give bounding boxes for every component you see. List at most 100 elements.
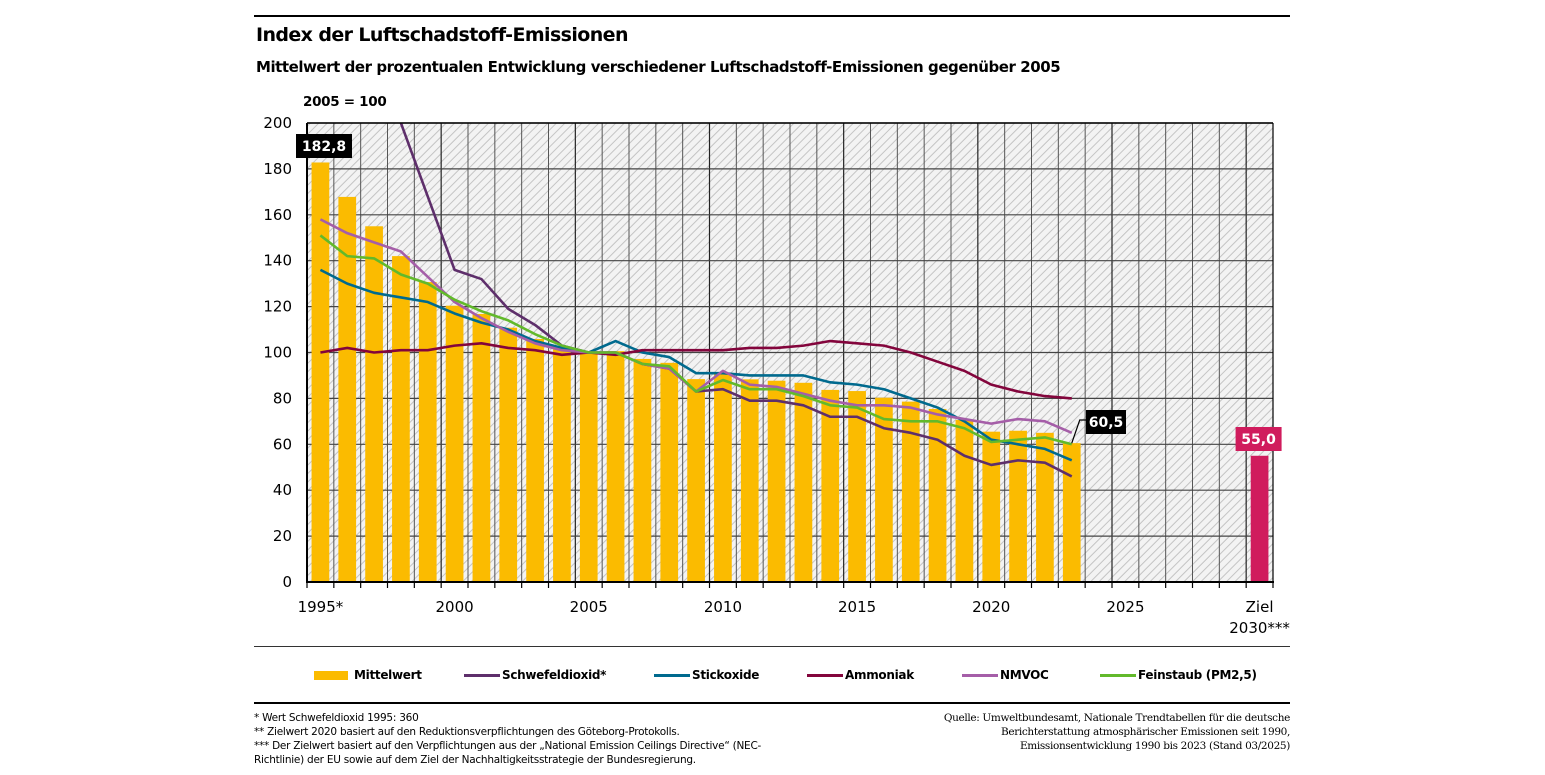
bar-mittelwert-2021 — [1009, 430, 1027, 582]
legend-bottom-rule — [254, 702, 1290, 704]
top-rule — [254, 15, 1290, 17]
annotations: 182,8 60,5 55,0 — [296, 134, 1282, 451]
annotation-box-target — [1235, 427, 1282, 451]
y-tick-label: 160 — [263, 206, 292, 224]
bar-mittelwert-2011 — [740, 379, 759, 582]
chart-title: Index der Luftschadstoff-Emissionen — [256, 24, 628, 46]
source-line-3: Emissionsentwicklung 1990 bis 2023 (Stan… — [1019, 740, 1290, 752]
footnote-3-cont: Richtlinie) der EU sowie auf dem Ziel de… — [254, 754, 696, 766]
line-feinstaub-pm2-5 — [319, 234, 1073, 446]
bar-mittelwert-2004 — [553, 347, 571, 582]
y-tick-label: 180 — [263, 160, 292, 178]
annotation-leader-line — [1071, 419, 1086, 444]
bar-mittelwert-2001 — [472, 313, 491, 582]
bar-mittelwert-2015 — [848, 391, 866, 582]
legend-label: Mittelwert — [354, 668, 422, 682]
y-tick-label: 140 — [263, 252, 292, 270]
legend-item-feinstaub: Feinstaub (PM2,5) — [1100, 668, 1257, 682]
legend-swatch-nmvoc — [962, 673, 998, 677]
line-ammoniak — [320, 339, 1072, 400]
bar-mittelwert-1996 — [338, 196, 357, 583]
x-tick-label: 2000 — [435, 598, 473, 616]
y-tick-label: 200 — [263, 114, 292, 132]
bar-mittelwert-2018 — [928, 408, 947, 582]
x-tick-label-line2: 2030*** — [1229, 619, 1290, 637]
footnote-1: * Wert Schwefeldioxid 1995: 360 — [254, 712, 419, 724]
footnotes: * Wert Schwefeldioxid 1995: 360 ** Zielw… — [254, 711, 761, 767]
x-tick-label: 2005 — [570, 598, 608, 616]
legend-swatch-schwefeldioxid — [464, 673, 500, 677]
bar-mittelwert-2022 — [1036, 432, 1054, 582]
legend-label: Feinstaub (PM2,5) — [1138, 668, 1257, 682]
x-tick-label: 2020 — [972, 598, 1010, 616]
legend-label: Stickoxide — [692, 668, 760, 682]
source-line-2: Berichterstattung atmosphärischer Emissi… — [1000, 726, 1290, 738]
grid-lines — [307, 122, 1273, 582]
legend-item-stickoxide: Stickoxide — [654, 668, 759, 682]
line-stickoxide — [319, 268, 1073, 462]
legend-label: Ammoniak — [845, 668, 914, 682]
annotation-box — [296, 134, 352, 158]
y-tick-label: 100 — [263, 344, 292, 362]
bar-mittelwert-1997 — [365, 226, 383, 582]
bar-mittelwert-2008 — [660, 362, 679, 582]
annotation-label: 55,0 — [1241, 432, 1276, 448]
bar-mittelwert-2014 — [821, 389, 840, 582]
annotation-label: 60,5 — [1089, 415, 1124, 431]
y-tick-label: 60 — [273, 435, 292, 453]
bar-mittelwert-2000 — [445, 305, 464, 582]
legend-item-nmvoc: NMVOC — [962, 668, 1049, 682]
x-tick-label: 2025 — [1106, 598, 1144, 616]
series-lines — [319, 123, 1073, 478]
legend: Mittelwert Schwefeldioxid* Stickoxide Am… — [254, 668, 1290, 688]
legend-swatch-stickoxide — [654, 673, 690, 677]
bar-mittelwert-2013 — [794, 382, 813, 582]
bar-mittelwert-1998 — [392, 256, 410, 582]
bar-mittelwert-2002 — [499, 327, 518, 582]
bar-mittelwert-2019 — [955, 419, 974, 582]
y-tick-label: 20 — [273, 527, 292, 545]
legend-swatch-mittelwert — [314, 670, 348, 680]
bar-mittelwert-1999 — [418, 282, 437, 582]
legend-swatch-ammoniak — [807, 673, 843, 677]
footnote-2: ** Zielwert 2020 basiert auf den Redukti… — [254, 726, 680, 738]
bar-mittelwert-2020 — [982, 431, 1001, 582]
bar-mittelwert-2007 — [633, 358, 652, 582]
source-note: Quelle: Umweltbundesamt, Nationale Trend… — [943, 711, 1291, 753]
bar-mittelwert-2023 — [1062, 443, 1081, 582]
y-tick-label: 40 — [273, 481, 292, 499]
source-line-1: Quelle: Umweltbundesamt, Nationale Trend… — [943, 712, 1291, 724]
legend-label: NMVOC — [1000, 668, 1049, 682]
bar-mittelwert-2010 — [714, 373, 732, 582]
bar-target-2030 — [1250, 455, 1269, 582]
y-tick-label: 120 — [263, 298, 292, 316]
chart-svg: 0 20 40 60 80 100 120 140 160 180 200 1995* 2000 200… — [263, 114, 1291, 637]
x-tick-labels: 1995* 2000 2005 2010 2015 2020 2025 Ziel 2030*** — [298, 598, 1291, 637]
y-tick-label: 0 — [282, 573, 292, 591]
bar-mittelwert-1995 — [311, 162, 330, 582]
y-tick-label: 80 — [273, 389, 292, 407]
bar-mittelwert-2012 — [767, 380, 786, 582]
legend-top-rule — [254, 646, 1290, 647]
y-axis-unit-label: 2005 = 100 — [303, 94, 387, 110]
legend-item-ammoniak: Ammoniak — [807, 668, 914, 682]
bar-mittelwert-2005 — [579, 352, 598, 582]
chart-subtitle: Mittelwert der prozentualen Entwicklung … — [256, 58, 1061, 76]
x-tick-label: 2015 — [838, 598, 876, 616]
x-tick-label: 2010 — [704, 598, 742, 616]
bars-mittelwert — [311, 162, 1269, 583]
bar-mittelwert-2006 — [606, 351, 625, 582]
x-tick-label: Ziel — [1246, 598, 1274, 616]
bar-mittelwert-2003 — [526, 338, 544, 582]
legend-item-schwefeldioxid: Schwefeldioxid* — [464, 668, 606, 682]
bar-mittelwert-2017 — [901, 401, 920, 582]
footnote-3: *** Der Zielwert basiert auf den Verpfli… — [254, 740, 762, 752]
axes — [306, 122, 1274, 588]
bar-mittelwert-2009 — [687, 379, 705, 582]
y-tick-labels: 0 20 40 60 80 100 120 140 160 180 200 — [263, 114, 292, 591]
legend-item-mittelwert: Mittelwert — [314, 668, 422, 682]
x-tick-label: 1995* — [298, 598, 344, 616]
annotation-label: 182,8 — [302, 139, 346, 155]
legend-swatch-feinstaub — [1100, 673, 1136, 677]
annotation-box — [1086, 410, 1126, 434]
